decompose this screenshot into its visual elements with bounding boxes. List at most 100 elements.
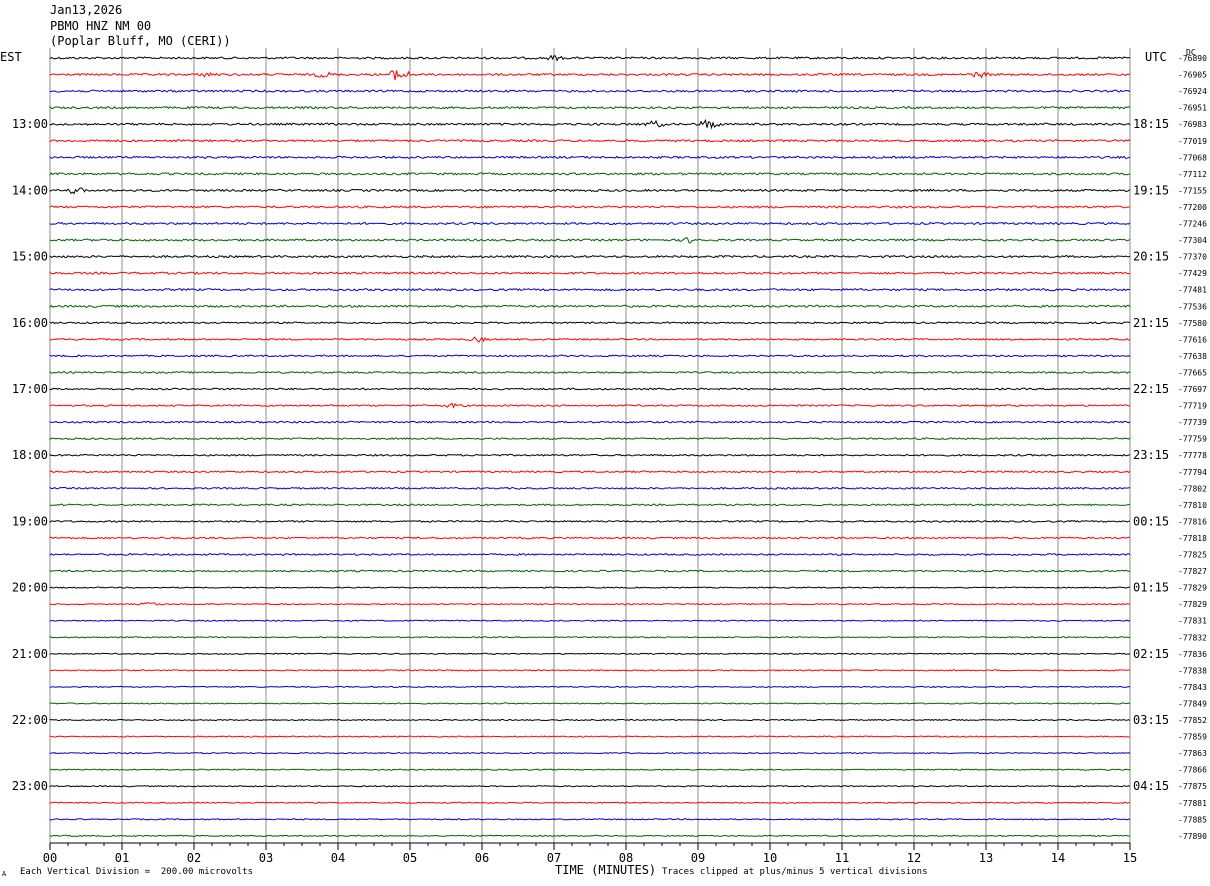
seismic-trace	[49, 652, 1131, 655]
dc-offset-label: -77155	[1178, 186, 1207, 195]
dc-offset-label: -77580	[1178, 319, 1207, 328]
right-time-label: 02:15	[1133, 647, 1169, 661]
left-time-label: 14:00	[12, 183, 48, 197]
right-time-label: 20:15	[1133, 250, 1169, 264]
dc-offset-label: -77890	[1178, 832, 1207, 841]
seismic-trace	[49, 619, 1131, 622]
x-tick-label: 09	[691, 851, 705, 865]
dc-offset-label: -76983	[1178, 120, 1207, 129]
x-tick-label: 02	[187, 851, 201, 865]
dc-offset-label: -77304	[1178, 236, 1207, 245]
dc-offset-label: -77827	[1178, 567, 1207, 576]
left-time-label: 15:00	[12, 250, 48, 264]
dc-offset-label: -77616	[1178, 335, 1207, 344]
seismic-trace	[49, 702, 1131, 705]
seismic-trace	[49, 105, 1131, 110]
dc-offset-label: -77818	[1178, 534, 1207, 543]
seismic-trace	[49, 586, 1131, 589]
corner-mark: A	[2, 870, 7, 878]
seismic-trace	[49, 420, 1131, 424]
dc-offset-label: -77852	[1178, 716, 1207, 725]
x-tick-label: 10	[763, 851, 777, 865]
dc-offset-label: -77838	[1178, 666, 1207, 675]
left-time-label: 17:00	[12, 382, 48, 396]
seismic-trace	[49, 155, 1131, 160]
x-tick-label: 07	[547, 851, 561, 865]
right-time-label: 01:15	[1133, 581, 1169, 595]
seismic-trace	[49, 370, 1130, 374]
seismic-trace	[49, 336, 1131, 343]
left-time-label: 22:00	[12, 713, 48, 727]
dc-offset-label: -77536	[1178, 302, 1207, 311]
clip-note: Traces clipped at plus/minus 5 vertical …	[662, 867, 928, 877]
dc-offset-label: -77429	[1178, 269, 1207, 278]
x-tick-label: 11	[835, 851, 849, 865]
seismic-trace	[49, 635, 1131, 639]
dc-offset-label: -76890	[1178, 54, 1207, 63]
dc-offset-label: -77739	[1178, 418, 1207, 427]
right-time-label: 18:15	[1133, 117, 1169, 131]
seismic-trace	[49, 601, 1131, 606]
left-time-label: 13:00	[12, 117, 48, 131]
seismic-trace	[49, 402, 1131, 409]
dc-offset-label: -77019	[1178, 137, 1207, 146]
dc-offset-label: -76924	[1178, 87, 1207, 96]
seismic-trace	[49, 669, 1131, 672]
dc-offset-label: -77875	[1178, 782, 1207, 791]
seismic-trace	[49, 221, 1131, 226]
x-tick-label: 01	[115, 851, 129, 865]
x-axis-title: TIME (MINUTES)	[555, 863, 657, 877]
seismic-trace	[49, 237, 1131, 244]
dc-offset-label: -77832	[1178, 633, 1207, 642]
seismic-trace	[49, 89, 1131, 93]
seismic-trace	[49, 569, 1131, 573]
dc-offset-label: -77859	[1178, 733, 1207, 742]
left-time-label: 23:00	[12, 779, 48, 793]
seismic-trace	[49, 387, 1131, 391]
x-tick-label: 05	[403, 851, 417, 865]
seismic-trace	[49, 437, 1131, 441]
seismic-trace	[49, 304, 1131, 309]
left-time-label: 19:00	[12, 514, 48, 528]
dc-offset-label: -77481	[1178, 286, 1207, 295]
seismic-trace	[49, 751, 1131, 755]
seismic-trace	[49, 519, 1131, 524]
dc-offset-label: -76951	[1178, 104, 1207, 113]
seismic-trace	[49, 54, 1131, 62]
dc-offset-label: -77866	[1178, 766, 1207, 775]
left-time-label: 20:00	[12, 581, 48, 595]
x-tick-label: 04	[331, 851, 345, 865]
x-tick-label: 08	[619, 851, 633, 865]
left-time-label: 18:00	[12, 448, 48, 462]
dc-offset-label: -77719	[1178, 402, 1207, 411]
x-tick-label: 00	[43, 851, 57, 865]
x-tick-label: 13	[979, 851, 993, 865]
seismic-trace	[49, 470, 1131, 474]
dc-offset-label: -77849	[1178, 699, 1207, 708]
dc-offset-label: -77836	[1178, 650, 1207, 659]
scale-note: Each Vertical Division = 200.00 microvol…	[20, 867, 253, 877]
right-time-label: 21:15	[1133, 316, 1169, 330]
dc-offset-label: -77759	[1178, 435, 1207, 444]
right-time-label: 03:15	[1133, 713, 1169, 727]
dc-offset-label: -77829	[1178, 584, 1207, 593]
seismic-trace	[49, 354, 1131, 358]
seismic-trace	[49, 70, 1131, 81]
dc-offset-label: -77829	[1178, 600, 1207, 609]
dc-offset-label: -77697	[1178, 385, 1207, 394]
right-zone-label: UTC	[1145, 50, 1167, 64]
right-time-label: 00:15	[1133, 514, 1169, 528]
seismic-trace	[49, 536, 1131, 540]
seismic-trace	[49, 486, 1131, 490]
left-zone-label: EST	[0, 50, 22, 64]
dc-offset-label: -77200	[1178, 203, 1207, 212]
dc-offset-label: -77863	[1178, 749, 1207, 758]
x-tick-label: 06	[475, 851, 489, 865]
dc-offset-label: -77885	[1178, 815, 1207, 824]
dc-offset-label: -77246	[1178, 220, 1207, 229]
seismic-trace	[49, 553, 1131, 556]
seismic-trace	[49, 453, 1131, 457]
seismic-trace	[49, 118, 1131, 130]
dc-offset-label: -77816	[1178, 517, 1207, 526]
